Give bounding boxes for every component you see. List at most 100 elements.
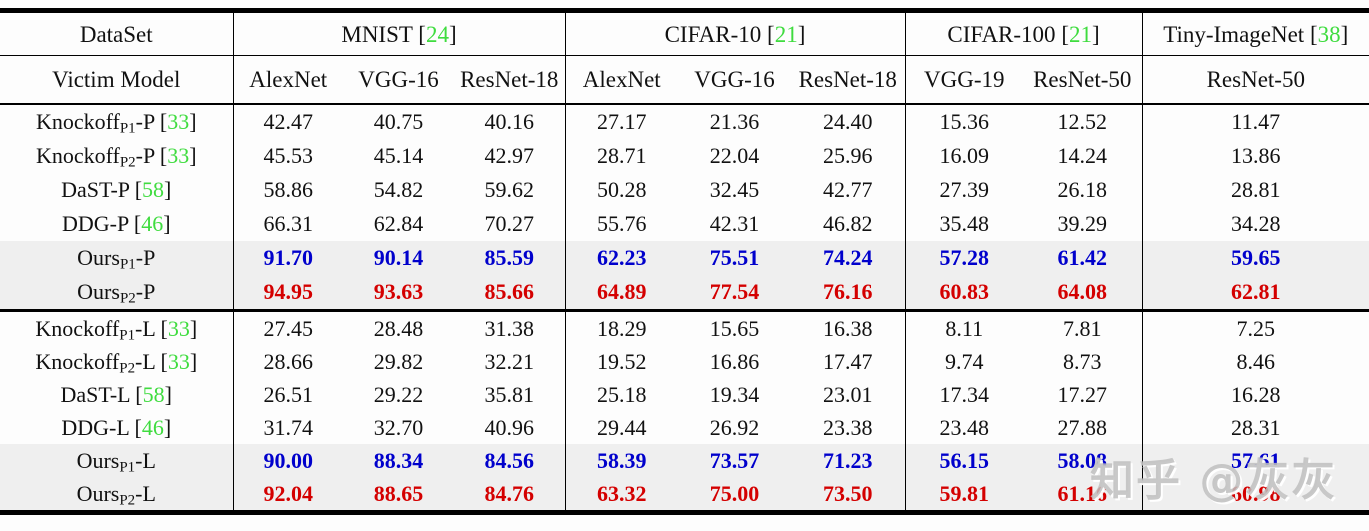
cell-value: 9.74 bbox=[945, 348, 984, 374]
cell-value: 26.18 bbox=[1023, 173, 1143, 207]
model-header: VGG-19 bbox=[905, 55, 1023, 105]
victim-model-header-row: Victim Model AlexNet VGG-16 ResNet-18 Al… bbox=[0, 55, 1369, 105]
table-row: OursP1-L 90.00 88.34 84.56 58.39 73.57 71.23 56… bbox=[0, 444, 1369, 477]
cell-value: 39.29 bbox=[1023, 207, 1143, 241]
cell-value: 59.81 bbox=[905, 477, 1023, 513]
row-label: DDG-L [46] bbox=[0, 411, 234, 444]
cell-value: 50.28 bbox=[597, 177, 647, 202]
cell-value: 66.31 bbox=[263, 211, 314, 236]
cell-value: 11.47 bbox=[1231, 109, 1281, 134]
cell-value: 16.28 bbox=[1231, 381, 1281, 407]
row-label: DaST-L [58] bbox=[0, 378, 234, 411]
header-group-cifar100: CIFAR-100 [21] bbox=[905, 10, 1143, 56]
cell-value: 7.81 bbox=[1023, 310, 1143, 345]
cell-value: 35.48 bbox=[939, 211, 990, 236]
dataset-header-label: DataSet bbox=[0, 10, 234, 56]
cell-value: 62.84 bbox=[373, 211, 424, 236]
cell-value: 75.51 bbox=[678, 241, 791, 275]
cell-value: 19.34 bbox=[709, 381, 760, 407]
model-header: VGG-16 bbox=[343, 55, 454, 105]
cell-value: 16.38 bbox=[791, 310, 906, 345]
cell-value: 57.28 bbox=[905, 241, 1023, 275]
cell-value: 71.23 bbox=[791, 444, 906, 477]
cell-value: 42.97 bbox=[454, 139, 566, 173]
cell-value: 40.96 bbox=[454, 411, 566, 444]
cell-value: 28.66 bbox=[263, 348, 314, 374]
victim-model-label: Victim Model bbox=[0, 55, 234, 105]
cell-value: 28.48 bbox=[373, 315, 424, 341]
table-row: KnockoffP1-L [33] 27.45 28.48 31.38 18.29 15.… bbox=[0, 310, 1369, 345]
cell-value: 29.44 bbox=[597, 414, 647, 440]
cell-value: 42.31 bbox=[709, 211, 760, 236]
cell-value: 62.81 bbox=[1142, 275, 1369, 312]
probability-block: KnockoffP1-P [33] 42.47 40.75 40.16 27.17 21.… bbox=[0, 104, 1369, 312]
cell-value: 46.82 bbox=[791, 207, 906, 241]
cell-value: 75.00 bbox=[678, 477, 791, 513]
cell-value: 77.54 bbox=[678, 275, 791, 312]
cell-value: 21.36 bbox=[709, 109, 760, 134]
table-row: DDG-P [46] 66.31 62.84 70.27 55.76 42.31 46.82… bbox=[0, 207, 1369, 241]
cell-value: 32.45 bbox=[709, 177, 760, 202]
cell-value: 28.71 bbox=[597, 143, 647, 168]
cell-value: 17.47 bbox=[791, 345, 906, 378]
cell-value: 88.34 bbox=[343, 444, 454, 477]
cell-value: 85.66 bbox=[454, 275, 566, 312]
cell-value: 27.39 bbox=[939, 177, 990, 202]
cell-value: 25.18 bbox=[597, 381, 647, 407]
cell-value: 59.62 bbox=[454, 173, 566, 207]
row-label: DDG-P [46] bbox=[0, 207, 234, 241]
cell-value: 7.25 bbox=[1236, 315, 1276, 341]
results-table: DataSet MNIST [24] CIFAR-10 [21] CIFAR-1… bbox=[0, 8, 1369, 515]
cell-value: 84.56 bbox=[454, 444, 566, 477]
cell-value: 76.16 bbox=[791, 275, 906, 312]
cell-value: 32.70 bbox=[373, 414, 424, 440]
cell-value: 28.81 bbox=[1231, 177, 1281, 202]
row-label: DaST-P [58] bbox=[0, 173, 234, 207]
cell-value: 40.16 bbox=[454, 104, 566, 139]
table-row: DDG-L [46] 31.74 32.70 40.96 29.44 26.92 23.38… bbox=[0, 411, 1369, 444]
table-row: OursP1-P 91.70 90.14 85.59 62.23 75.51 74.24 57… bbox=[0, 241, 1369, 275]
cell-value: 59.65 bbox=[1142, 241, 1369, 275]
table-row: OursP2-P 94.95 93.63 85.66 64.89 77.54 76.16 60… bbox=[0, 275, 1369, 312]
cell-value: 55.76 bbox=[597, 211, 647, 236]
cell-value: 90.00 bbox=[233, 444, 343, 477]
cell-value: 29.82 bbox=[373, 348, 424, 374]
cell-value: 61.16 bbox=[1023, 477, 1143, 513]
cell-value: 58.39 bbox=[565, 444, 678, 477]
cell-value: 73.57 bbox=[678, 444, 791, 477]
row-label: OursP1-L bbox=[0, 444, 234, 477]
cell-value: 26.92 bbox=[709, 414, 760, 440]
cell-value: 12.52 bbox=[1023, 104, 1143, 139]
cell-value: 15.36 bbox=[939, 109, 990, 134]
cell-value: 45.14 bbox=[373, 143, 424, 168]
cell-value: 8.11 bbox=[945, 315, 984, 341]
row-label: KnockoffP2-P [33] bbox=[0, 139, 234, 173]
cell-value: 25.96 bbox=[791, 139, 906, 173]
cell-value: 91.70 bbox=[233, 241, 343, 275]
cell-value: 23.38 bbox=[791, 411, 906, 444]
row-label: OursP1-P bbox=[0, 241, 234, 275]
cell-value: 94.95 bbox=[233, 275, 343, 312]
cell-value: 34.28 bbox=[1231, 211, 1281, 236]
cell-value: 64.08 bbox=[1023, 275, 1143, 312]
cell-value: 73.50 bbox=[791, 477, 906, 513]
cell-value: 62.23 bbox=[565, 241, 678, 275]
row-label: KnockoffP1-L [33] bbox=[0, 310, 234, 345]
cell-value: 56.15 bbox=[905, 444, 1023, 477]
cell-value: 17.27 bbox=[1023, 378, 1143, 411]
model-header: ResNet-18 bbox=[791, 55, 906, 105]
row-label: KnockoffP2-L [33] bbox=[0, 345, 234, 378]
cell-value: 45.53 bbox=[263, 143, 314, 168]
model-header: ResNet-50 bbox=[1142, 55, 1369, 105]
cell-value: 42.77 bbox=[791, 173, 906, 207]
cell-value: 27.88 bbox=[1023, 411, 1143, 444]
cell-value: 63.32 bbox=[565, 477, 678, 513]
model-header: ResNet-18 bbox=[454, 55, 566, 105]
cell-value: 22.04 bbox=[709, 143, 760, 168]
model-header: AlexNet bbox=[233, 55, 343, 105]
cell-value: 35.81 bbox=[454, 378, 566, 411]
table-row: OursP2-L 92.04 88.65 84.76 63.32 75.00 73.50 59… bbox=[0, 477, 1369, 513]
cell-value: 23.01 bbox=[791, 378, 906, 411]
cell-value: 15.65 bbox=[709, 315, 760, 341]
cell-value: 93.63 bbox=[343, 275, 454, 312]
